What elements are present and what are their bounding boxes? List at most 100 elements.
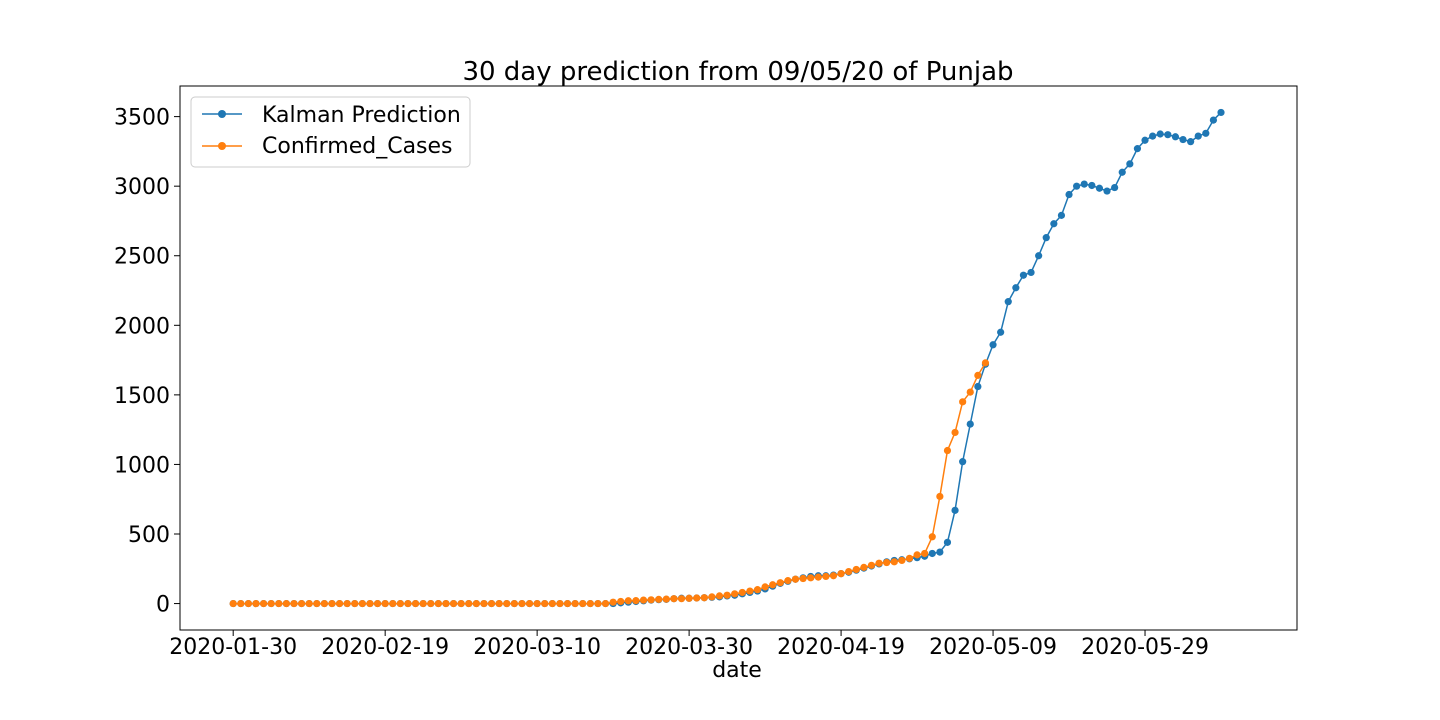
data-point (1103, 187, 1111, 195)
x-tick-label: 2020-04-19 (777, 635, 905, 660)
data-point (1019, 271, 1028, 279)
data-point (943, 446, 952, 455)
data-point (632, 597, 640, 605)
data-point (829, 572, 838, 580)
data-point (1126, 160, 1134, 168)
data-point (609, 598, 617, 606)
data-point (753, 586, 762, 594)
x-tick-label: 2020-05-09 (929, 635, 1057, 660)
data-point (746, 587, 754, 595)
data-point (1217, 108, 1225, 117)
data-point (837, 570, 845, 578)
x-tick-label: 2020-03-30 (625, 635, 753, 660)
data-point (693, 594, 701, 602)
data-point (662, 595, 670, 603)
y-tick-label: 3000 (114, 175, 170, 200)
data-point (822, 572, 830, 581)
x-axis: 2020-01-30 2020-02-19 2020-03-10 2020-03-30… (169, 630, 1209, 660)
data-point (297, 599, 306, 608)
data-point (548, 599, 556, 608)
data-point (601, 599, 610, 608)
data-point (404, 599, 412, 608)
data-point (981, 359, 990, 367)
legend-confirmed-marker (218, 142, 226, 150)
data-point (928, 533, 936, 541)
data-point (1202, 129, 1210, 137)
y-tick-label: 1500 (114, 384, 170, 409)
data-point (791, 575, 800, 583)
data-point (761, 583, 769, 591)
data-point (259, 599, 268, 608)
data-point (237, 599, 245, 608)
data-point (282, 599, 290, 608)
data-point (685, 594, 693, 602)
data-point (396, 599, 404, 608)
data-point (921, 549, 929, 558)
data-point (525, 599, 534, 608)
data-point (427, 599, 435, 608)
y-axis: 0 500 1000 1500 2000 2500 3000 3500 (114, 106, 180, 618)
data-point (1057, 211, 1066, 219)
chart-title: 30 day prediction from 09/05/20 of Punja… (462, 57, 1013, 87)
data-point (389, 599, 397, 608)
data-point (731, 590, 739, 598)
data-point (989, 341, 997, 349)
plot-frame (179, 85, 1298, 631)
y-tick-label: 3500 (114, 106, 170, 131)
data-point (563, 599, 572, 608)
data-point (966, 388, 974, 396)
data-point (769, 581, 777, 589)
data-point (867, 561, 876, 569)
data-point (1042, 234, 1050, 242)
data-point (738, 588, 746, 597)
data-point (1111, 183, 1119, 192)
data-point (305, 599, 313, 608)
data-point (518, 599, 526, 608)
data-point (1141, 136, 1149, 144)
data-point (639, 596, 648, 604)
data-point (677, 595, 686, 603)
data-point (845, 567, 853, 576)
data-point (875, 559, 883, 567)
data-point (959, 458, 967, 466)
data-point (1035, 252, 1043, 260)
data-point (594, 599, 602, 608)
x-tick-label: 2020-05-29 (1081, 635, 1209, 660)
data-point (457, 599, 465, 608)
data-point (510, 599, 518, 608)
data-point (1179, 135, 1187, 144)
data-point (586, 599, 594, 608)
data-point (1171, 133, 1180, 141)
data-point (898, 556, 906, 565)
data-point (814, 573, 822, 581)
data-point (860, 563, 868, 571)
data-point (951, 506, 959, 514)
data-point (229, 599, 237, 608)
data-point (1133, 145, 1142, 153)
data-point (449, 599, 458, 608)
data-point (571, 599, 579, 608)
data-point (411, 599, 420, 608)
data-point (799, 574, 807, 583)
legend-label-kalman-prediction: Kalman Prediction (262, 103, 461, 128)
x-tick-label: 2020-01-30 (169, 635, 297, 660)
y-tick-label: 2500 (114, 245, 170, 270)
data-point (852, 565, 860, 574)
data-point (883, 558, 891, 567)
data-point (442, 599, 450, 608)
data-point (936, 492, 944, 501)
data-point (1073, 182, 1081, 190)
series-line (233, 362, 987, 605)
data-point (974, 382, 982, 391)
data-point (541, 599, 549, 608)
data-point (252, 599, 260, 608)
data-point (1004, 298, 1012, 306)
series-layer (229, 108, 1225, 608)
x-tick-label: 2020-03-10 (473, 635, 601, 660)
data-point (503, 599, 511, 608)
data-point (951, 428, 959, 437)
data-point (1194, 132, 1202, 140)
y-tick-label: 2000 (114, 314, 170, 339)
data-point (313, 599, 321, 608)
